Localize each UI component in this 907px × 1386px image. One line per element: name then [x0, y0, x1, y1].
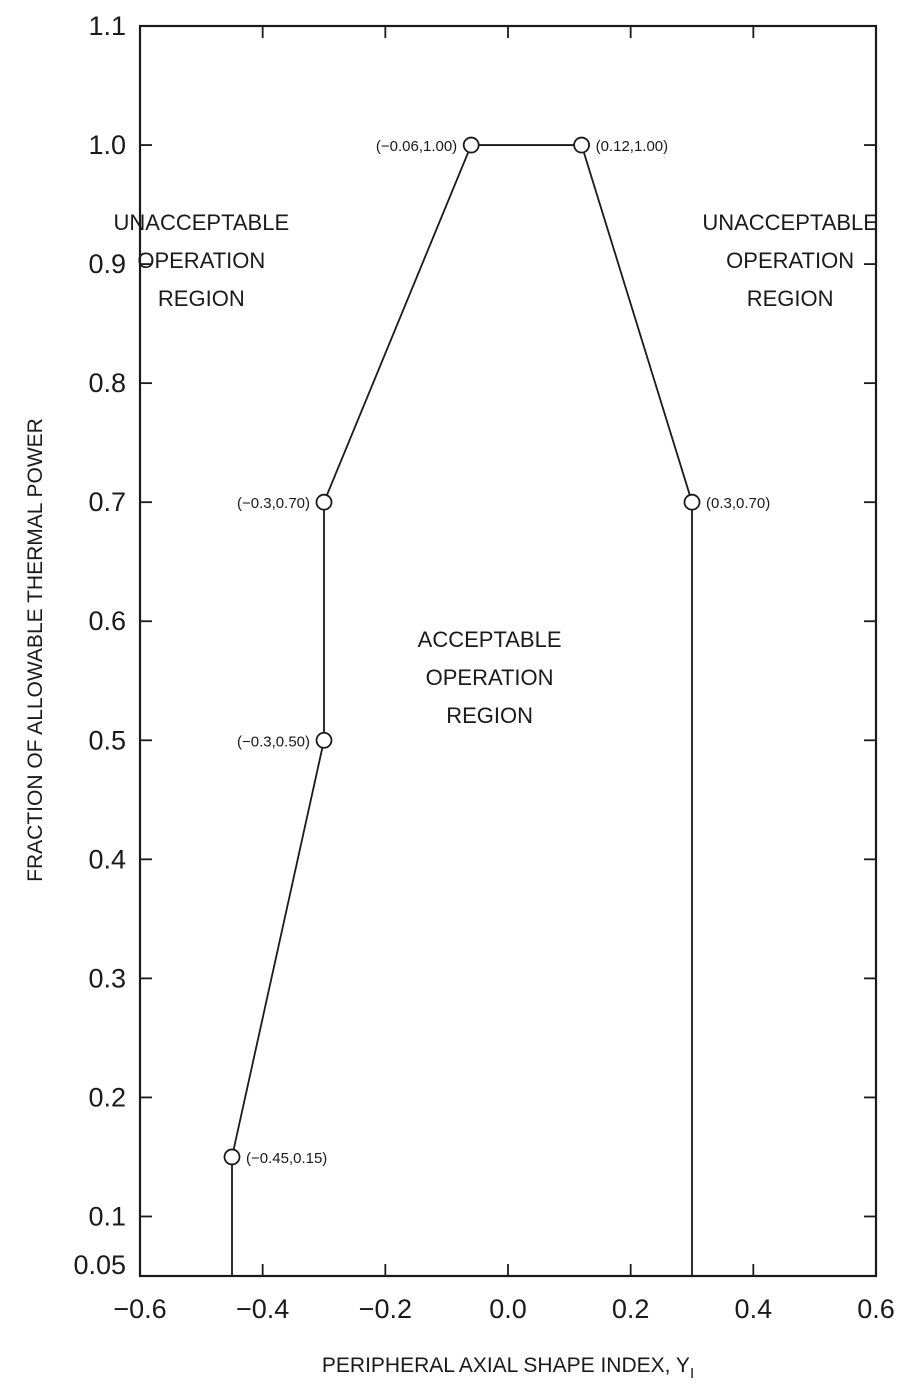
- y-tick-label: 0.4: [88, 844, 126, 874]
- region-annotation-line: ACCEPTABLE: [418, 627, 562, 652]
- y-tick-label: 0.8: [88, 368, 126, 398]
- y-tick-label: 0.2: [88, 1082, 126, 1112]
- y-tick-label: 0.7: [88, 487, 126, 517]
- x-tick-label: −0.6: [113, 1294, 166, 1324]
- region-annotation-line: OPERATION: [726, 248, 854, 273]
- region-annotation-line: OPERATION: [426, 665, 554, 690]
- region-annotation-line: REGION: [446, 703, 533, 728]
- y-tick-label: 0.5: [88, 725, 126, 755]
- data-point-marker: [573, 136, 590, 154]
- region-annotation-line: OPERATION: [137, 248, 265, 273]
- x-tick-label: −0.2: [359, 1294, 412, 1324]
- y-tick-label: 0.9: [88, 249, 126, 279]
- data-point-label: (−0.45,0.15): [246, 1150, 327, 1167]
- data-point-marker: [683, 493, 701, 511]
- data-point-label: (0.12,1.00): [596, 138, 669, 155]
- data-point-label: (0.3,0.70): [706, 495, 770, 512]
- data-point-marker: [315, 493, 333, 511]
- y-tick-label: 0.05: [73, 1250, 126, 1280]
- annotations-layer: UNACCEPTABLE OPERATION REGION UNACCEPTABLE O…: [114, 210, 878, 728]
- y-tick-label: 0.1: [88, 1201, 126, 1231]
- data-point-marker: [315, 731, 333, 749]
- x-tick-label: 0.4: [735, 1294, 773, 1324]
- region-annotation: UNACCEPTABLE OPERATION REGION: [702, 210, 878, 311]
- y-axis-title: FRACTION OF ALLOWABLE THERMAL POWER: [24, 418, 47, 882]
- x-tick-label: 0.2: [612, 1294, 650, 1324]
- y-tick-label: 0.6: [88, 606, 126, 636]
- series-layer: [231, 144, 693, 1276]
- region-annotation-line: REGION: [158, 286, 245, 311]
- x-tick-label: −0.4: [236, 1294, 289, 1324]
- data-point-label: (−0.06,1.00): [376, 138, 457, 155]
- y-axis-ticks: 0.05 0.1 0.2 0.3 0.4 0.5 0.6 0.7 0.8 0.9 1.0 1.1: [73, 11, 876, 1280]
- x-axis-title-subscript: I: [690, 1365, 694, 1382]
- y-tick-label: 1.1: [88, 11, 126, 41]
- region-annotation: ACCEPTABLE OPERATION REGION: [418, 627, 562, 728]
- data-point-label: (−0.3,0.70): [237, 495, 310, 512]
- y-tick-label: 0.3: [88, 963, 126, 993]
- boundary-line: [231, 144, 693, 1276]
- region-annotation-line: UNACCEPTABLE: [114, 210, 290, 235]
- points-layer: (−0.45,0.15) (−0.3,0.50) (−0.3,0.70) (−0.06…: [223, 136, 770, 1167]
- x-axis-title-main: PERIPHERAL AXIAL SHAPE INDEX, Y: [322, 1354, 690, 1377]
- data-point-label: (−0.3,0.50): [237, 733, 310, 750]
- data-point-marker: [223, 1148, 241, 1166]
- y-tick-label: 1.0: [88, 130, 126, 160]
- data-point-marker: [462, 136, 480, 154]
- x-axis-ticks: −0.6 −0.4 −0.2 0.0 0.2 0.4 0.6: [113, 26, 895, 1324]
- x-axis-title: PERIPHERAL AXIAL SHAPE INDEX, YI: [322, 1354, 694, 1382]
- region-annotation: UNACCEPTABLE OPERATION REGION: [114, 210, 290, 311]
- x-tick-label: 0.0: [489, 1294, 527, 1324]
- region-annotation-line: UNACCEPTABLE: [702, 210, 878, 235]
- region-annotation-line: REGION: [747, 286, 834, 311]
- x-tick-label: 0.6: [857, 1294, 895, 1324]
